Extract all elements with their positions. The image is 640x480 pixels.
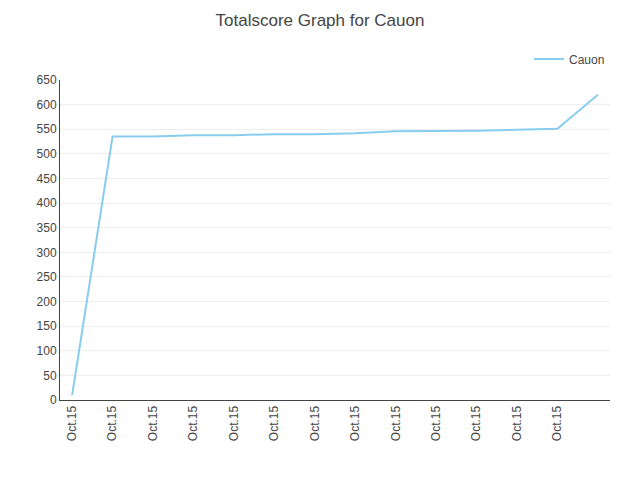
svg-text:0: 0: [50, 393, 57, 407]
svg-text:350: 350: [37, 221, 57, 235]
svg-text:500: 500: [37, 147, 57, 161]
svg-text:Oct.15: Oct.15: [65, 405, 79, 441]
svg-text:Oct.15: Oct.15: [267, 405, 281, 441]
svg-text:200: 200: [37, 295, 57, 309]
svg-text:400: 400: [37, 196, 57, 210]
svg-text:Oct.15: Oct.15: [105, 405, 119, 441]
svg-text:Oct.15: Oct.15: [146, 405, 160, 441]
svg-text:Oct.15: Oct.15: [510, 405, 524, 441]
svg-text:Oct.15: Oct.15: [186, 405, 200, 441]
svg-text:250: 250: [37, 270, 57, 284]
svg-text:550: 550: [37, 122, 57, 136]
svg-text:Oct.15: Oct.15: [550, 405, 564, 441]
svg-text:Totalscore Graph for Cauon: Totalscore Graph for Cauon: [216, 11, 425, 30]
svg-text:300: 300: [37, 246, 57, 260]
svg-text:Cauon: Cauon: [569, 53, 604, 67]
svg-text:50: 50: [43, 369, 57, 383]
svg-text:150: 150: [37, 319, 57, 333]
svg-text:100: 100: [37, 344, 57, 358]
svg-text:Oct.15: Oct.15: [348, 405, 362, 441]
svg-text:450: 450: [37, 172, 57, 186]
svg-text:Oct.15: Oct.15: [227, 405, 241, 441]
svg-text:Oct.15: Oct.15: [469, 405, 483, 441]
svg-text:Oct.15: Oct.15: [429, 405, 443, 441]
svg-text:Oct.15: Oct.15: [308, 405, 322, 441]
svg-text:Oct.15: Oct.15: [389, 405, 403, 441]
svg-text:600: 600: [37, 98, 57, 112]
svg-text:650: 650: [37, 73, 57, 87]
